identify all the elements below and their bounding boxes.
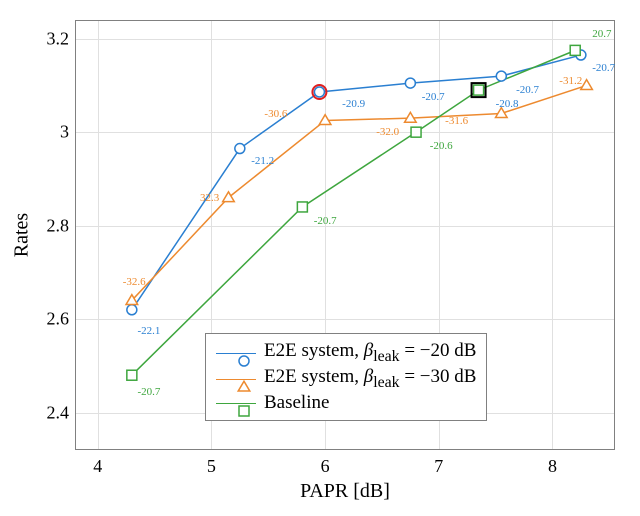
- value-annotation: -20.7: [314, 216, 337, 227]
- series-marker: [405, 112, 417, 122]
- series-marker: [223, 192, 235, 202]
- value-annotation: -31.6: [445, 116, 468, 127]
- xtick-label: 8: [548, 456, 557, 477]
- value-annotation: -32.6: [123, 277, 146, 288]
- series-marker: [474, 85, 484, 95]
- xtick-label: 4: [93, 456, 102, 477]
- value-annotation: -20.7: [138, 387, 161, 398]
- value-annotation: -20.8: [496, 99, 519, 110]
- series-marker: [411, 127, 421, 137]
- ytick-label: 2.8: [33, 215, 69, 236]
- value-annotation: 20.7: [592, 29, 611, 40]
- value-annotation: -22.1: [138, 326, 161, 337]
- value-annotation: -21.2: [251, 156, 274, 167]
- legend: E2E system, βleak = −20 dBE2E system, βl…: [205, 333, 487, 421]
- value-annotation: -20.7: [516, 85, 539, 96]
- x-axis-label: PAPR [dB]: [300, 480, 390, 503]
- plot-markers-svg: [0, 0, 640, 516]
- xtick-label: 6: [321, 456, 330, 477]
- series-marker: [314, 87, 324, 97]
- chart: -22.1 -32.6 -20.7 32.3 -21.2 -20.7 -30.6 -20.9 -…: [0, 0, 640, 516]
- value-annotation: -30.6: [264, 109, 287, 120]
- series-marker: [496, 71, 506, 81]
- y-axis-label: Rates: [11, 213, 34, 257]
- value-annotation: -20.6: [430, 141, 453, 152]
- legend-label: E2E system, βleak = −30 dB: [264, 366, 476, 392]
- series-marker: [405, 78, 415, 88]
- value-annotation: -20.7: [592, 63, 615, 74]
- series-marker: [570, 45, 580, 55]
- series-marker: [126, 295, 138, 305]
- legend-entry: E2E system, βleak = −20 dB: [216, 340, 476, 366]
- legend-label: Baseline: [264, 392, 329, 414]
- value-annotation: -20.7: [422, 92, 445, 103]
- value-annotation: -31.2: [559, 76, 582, 87]
- series-marker: [235, 144, 245, 154]
- series-marker: [127, 370, 137, 380]
- series-marker: [127, 305, 137, 315]
- series-marker: [581, 80, 593, 90]
- value-annotation: 32.3: [200, 193, 219, 204]
- legend-entry: E2E system, βleak = −30 dB: [216, 366, 476, 392]
- legend-entry: Baseline: [216, 392, 476, 414]
- value-annotation: -20.9: [342, 99, 365, 110]
- value-annotation: -32.0: [376, 127, 399, 138]
- ytick-label: 2.6: [33, 309, 69, 330]
- ytick-label: 3.2: [33, 28, 69, 49]
- series-marker: [319, 115, 331, 125]
- legend-label: E2E system, βleak = −20 dB: [264, 340, 476, 366]
- xtick-label: 5: [207, 456, 216, 477]
- ytick-label: 2.4: [33, 402, 69, 423]
- ytick-label: 3: [33, 122, 69, 143]
- xtick-label: 7: [434, 456, 443, 477]
- series-marker: [297, 202, 307, 212]
